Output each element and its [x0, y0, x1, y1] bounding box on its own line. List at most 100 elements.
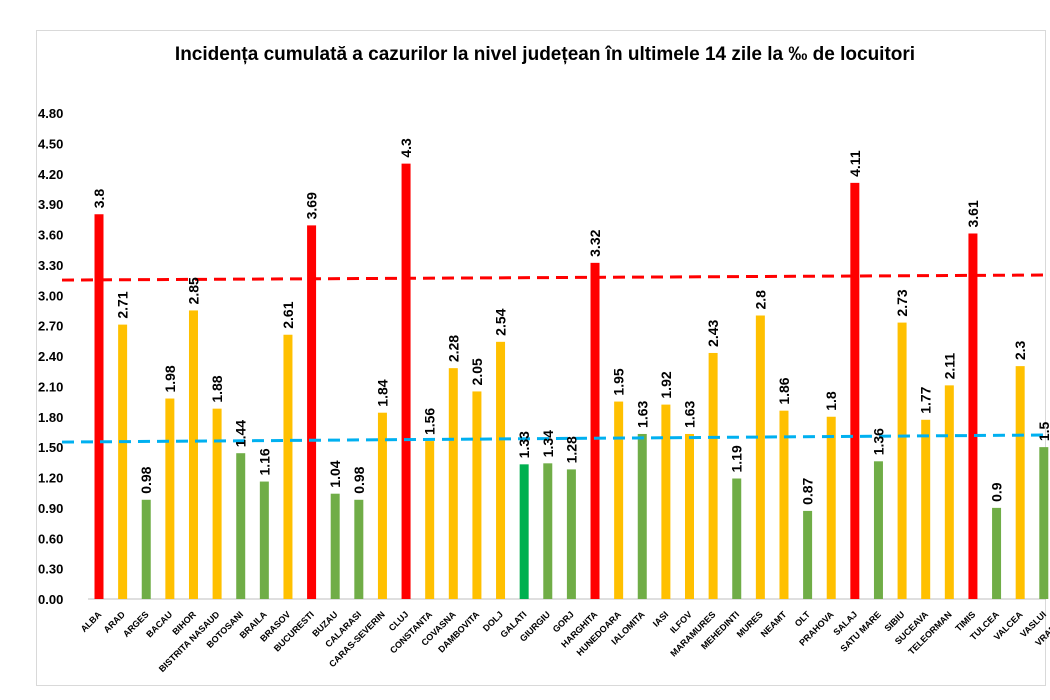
y-tick-label: 4.20 — [38, 167, 63, 182]
x-tick-label: NEAMT — [759, 609, 789, 639]
y-tick-label: 0.60 — [38, 531, 63, 546]
data-label: 0.87 — [800, 477, 816, 504]
bar-satu-mare — [873, 461, 883, 599]
bar-vaslui — [1039, 447, 1049, 599]
bar-constanta — [425, 441, 435, 599]
data-label: 1.36 — [870, 428, 886, 455]
data-label: 3.32 — [587, 229, 603, 256]
data-label: 1.92 — [658, 371, 674, 398]
y-tick-label: 3.30 — [38, 258, 63, 273]
bar-alba — [94, 214, 104, 599]
data-label: 1.8 — [823, 391, 839, 411]
data-label: 2.54 — [493, 308, 509, 335]
y-tick-label: 3.60 — [38, 228, 63, 243]
data-label: 1.63 — [682, 401, 698, 428]
data-label: 1.04 — [327, 460, 343, 487]
data-label: 3.8 — [91, 189, 107, 209]
bar-calarasi — [354, 499, 364, 599]
data-label: 3.69 — [304, 192, 320, 219]
data-label: 4.3 — [398, 138, 414, 158]
bar-harghita — [590, 262, 600, 599]
data-label: 1.77 — [918, 386, 934, 413]
bars — [94, 163, 1049, 600]
y-tick-label: 0.90 — [38, 501, 63, 516]
bar-olt — [803, 510, 813, 599]
data-label: 2.05 — [469, 358, 485, 385]
bar-dambovita — [472, 391, 482, 599]
y-tick-label: 3.00 — [38, 288, 63, 303]
data-label: 0.98 — [351, 466, 367, 493]
x-tick-label: BACAU — [144, 609, 174, 639]
data-label: 1.28 — [563, 436, 579, 463]
bar-buzau — [330, 493, 340, 599]
x-tick-label: OLT — [793, 609, 813, 629]
data-labels: 3.8 2.71 0.98 1.98 2.85 1.88 1.44 1.16 2.61 3.69 1… — [91, 138, 1050, 505]
bar-suceava — [921, 419, 931, 599]
y-tick-label: 1.80 — [38, 410, 63, 425]
data-label: 2.3 — [1012, 340, 1028, 360]
y-tick-label: 4.80 — [38, 106, 63, 121]
data-label: 1.16 — [256, 448, 272, 475]
bar-bihor — [188, 310, 198, 599]
data-label: 0.9 — [989, 482, 1005, 502]
bar-prahova — [826, 416, 836, 599]
bar-gorj — [566, 469, 576, 599]
chart-title: Incidența cumulată a cazurilor la nivel … — [174, 44, 916, 65]
bar-salaj — [850, 182, 860, 600]
bar-timis — [968, 233, 978, 600]
data-label: 0.98 — [138, 466, 154, 493]
bar-bistrita-nasaud — [212, 408, 222, 599]
bar-ilfov — [685, 433, 694, 599]
data-label: 2.71 — [115, 291, 131, 318]
y-tick-label: 3.90 — [38, 197, 63, 212]
data-label: 2.73 — [894, 289, 910, 316]
data-label: 1.44 — [233, 420, 249, 447]
bar-iasi — [661, 404, 671, 599]
data-label: 2.43 — [705, 320, 721, 347]
data-label: 1.34 — [540, 430, 556, 457]
data-label: 1.56 — [422, 408, 438, 435]
bar-ialomita — [637, 433, 647, 599]
bar-cluj — [401, 163, 411, 599]
bar-sibiu — [897, 322, 907, 599]
bar-tulcea — [992, 507, 1002, 599]
reference-lines — [61, 273, 1050, 444]
bar-covasna — [448, 368, 458, 599]
x-tick-label: ALBA — [79, 609, 104, 634]
data-label: 3.61 — [965, 200, 981, 227]
y-tick-label: 1.50 — [38, 440, 63, 455]
bar-mures — [755, 315, 765, 599]
bar-arad — [118, 324, 128, 599]
bar-caras-severin — [377, 412, 387, 599]
y-tick-label: 2.40 — [38, 349, 63, 364]
bar-arges — [141, 499, 151, 599]
data-label: 1.63 — [634, 401, 650, 428]
data-label: 2.85 — [185, 277, 201, 304]
x-tick-label: IASI — [651, 609, 670, 628]
data-label: 1.88 — [209, 375, 225, 402]
data-label: 1.19 — [729, 445, 745, 472]
bar-botosani — [236, 453, 246, 599]
y-tick-label: 0.00 — [38, 592, 63, 607]
data-label: 2.8 — [752, 290, 768, 310]
red-threshold-line — [61, 273, 1050, 282]
bar-braila — [259, 481, 269, 599]
bar-giurgiu — [543, 463, 553, 599]
data-label: 4.11 — [847, 150, 863, 177]
y-tick-label: 0.30 — [38, 562, 63, 577]
data-label: 2.61 — [280, 301, 296, 328]
blue-threshold-line — [61, 433, 1050, 444]
data-label: 1.33 — [516, 431, 532, 458]
data-label: 1.95 — [611, 368, 627, 395]
bar-dolj — [496, 341, 506, 599]
data-label: 1.5 — [1036, 421, 1050, 441]
y-tick-label: 2.10 — [38, 379, 63, 394]
bar-bacau — [165, 398, 175, 599]
y-tick-label: 2.70 — [38, 319, 63, 334]
y-axis: 0.00 0.30 0.60 0.90 1.20 1.50 1.80 2.10 2.40 2.70… — [38, 106, 1046, 607]
bar-mehedinti — [732, 478, 742, 599]
bar-hunedoara — [614, 401, 624, 599]
y-tick-label: 4.50 — [38, 136, 63, 151]
